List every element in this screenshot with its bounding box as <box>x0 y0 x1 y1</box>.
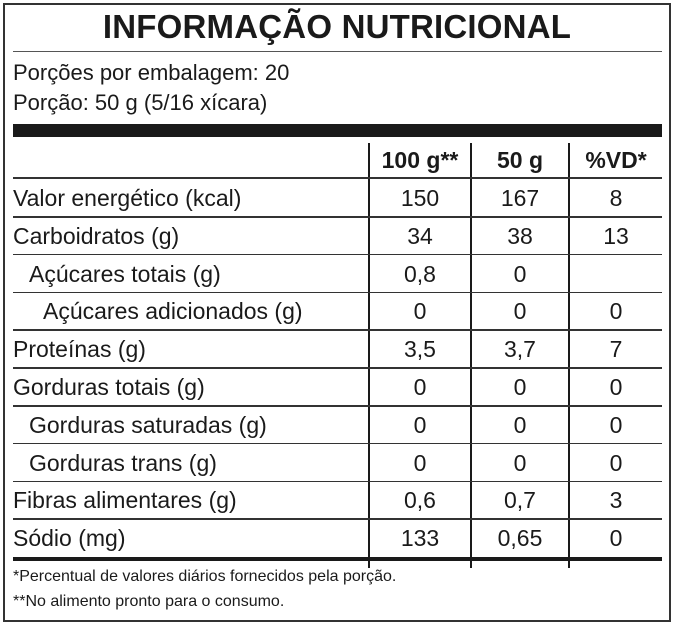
nutrient-name: Sódio (mg) <box>13 525 126 552</box>
table-row: Carboidratos (g) 34 38 13 <box>13 217 662 255</box>
value-50g: 0 <box>513 374 527 400</box>
value-vd: 3 <box>609 487 623 514</box>
header-50g: 50 g <box>496 147 544 173</box>
value-50g: 0,65 <box>497 525 543 552</box>
row-divider <box>13 329 662 331</box>
value-vd: 0 <box>609 374 623 400</box>
table-row: Proteínas (g) 3,5 3,7 7 <box>13 330 662 368</box>
value-100g: 0,8 <box>404 260 436 287</box>
row-divider <box>13 253 662 256</box>
value-50g: 0 <box>513 298 527 325</box>
column-divider <box>470 143 472 568</box>
table-row: Gorduras saturadas (g) 0 0 0 <box>13 406 662 444</box>
value-vd: 8 <box>609 185 623 211</box>
value-vd: 0 <box>609 525 623 552</box>
nutrient-name: Valor energético (kcal) <box>13 185 242 211</box>
table-row: Fibras alimentares (g) 0,6 0,7 3 <box>13 481 662 519</box>
row-divider <box>13 480 662 483</box>
table-row: Açúcares adicionados (g) 0 0 0 <box>13 292 662 330</box>
value-100g: 34 <box>407 222 433 249</box>
value-vd: 0 <box>609 298 623 325</box>
table-row: Gorduras totais (g) 0 0 0 <box>13 368 662 406</box>
column-divider <box>568 143 570 568</box>
value-vd: 7 <box>609 336 623 363</box>
nutrient-name: Açúcares totais (g) <box>29 260 221 287</box>
value-100g: 0 <box>413 449 427 476</box>
value-vd: 0 <box>609 449 623 476</box>
label-title: INFORMAÇÃO NUTRICIONAL <box>102 8 572 45</box>
footnote-vd: *Percentual de valores diários fornecido… <box>13 568 397 585</box>
value-100g: 0 <box>413 374 427 400</box>
table-row: Valor energético (kcal) 150 167 8 <box>13 179 662 217</box>
value-50g: 38 <box>507 222 533 249</box>
value-50g: 0 <box>513 449 527 476</box>
value-50g: 0 <box>513 411 527 438</box>
header-vd: %VD* <box>585 147 647 173</box>
column-divider <box>368 143 370 568</box>
header-100g: 100 g** <box>381 147 459 173</box>
value-vd: 0 <box>609 411 623 438</box>
table-row: Açúcares totais (g) 0,8 0 <box>13 255 662 293</box>
serving-size: Porção: 50 g (5/16 xícara) <box>13 90 268 115</box>
table-row: Gorduras trans (g) 0 0 0 <box>13 444 662 482</box>
nutrient-name: Gorduras totais (g) <box>13 374 205 400</box>
nutrient-name: Carboidratos (g) <box>13 222 180 249</box>
footnote-ready: **No alimento pronto para o consumo. <box>13 593 285 610</box>
value-50g: 3,7 <box>504 336 536 363</box>
row-divider <box>13 216 662 218</box>
value-50g: 167 <box>500 185 540 211</box>
label-border <box>3 3 671 622</box>
nutrient-name: Fibras alimentares (g) <box>13 487 237 514</box>
nutrient-name: Gorduras saturadas (g) <box>29 411 267 438</box>
value-100g: 133 <box>400 525 440 552</box>
value-50g: 0 <box>513 260 527 287</box>
value-50g: 0,7 <box>504 487 536 514</box>
value-vd: 13 <box>603 222 629 249</box>
value-100g: 0 <box>413 411 427 438</box>
table-bottom-divider <box>13 557 662 561</box>
row-divider <box>13 405 662 407</box>
row-divider <box>13 518 662 520</box>
row-divider <box>13 291 662 294</box>
thick-divider <box>13 124 662 137</box>
header-divider <box>13 177 662 179</box>
value-100g: 3,5 <box>404 336 436 363</box>
servings-per-package: Porções por embalagem: 20 <box>13 60 290 85</box>
nutrient-name: Gorduras trans (g) <box>29 449 217 476</box>
value-100g: 0,6 <box>404 487 436 514</box>
row-divider <box>13 367 662 369</box>
divider <box>13 51 662 52</box>
value-100g: 0 <box>413 298 427 325</box>
row-divider <box>13 442 662 445</box>
nutrient-name: Proteínas (g) <box>13 336 146 363</box>
nutrient-name: Açúcares adicionados (g) <box>43 298 303 325</box>
value-100g: 150 <box>400 185 440 211</box>
table-row: Sódio (mg) 133 0,65 0 <box>13 519 662 557</box>
